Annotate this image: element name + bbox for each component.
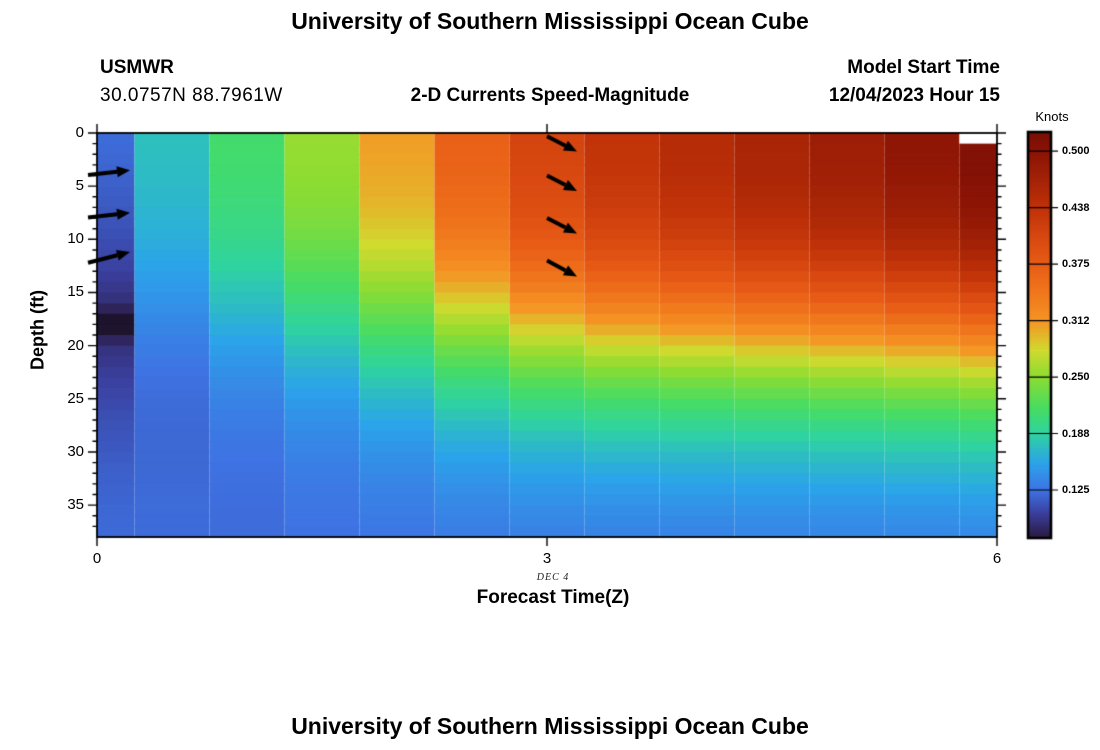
x-axis-date-label: DEC 4: [536, 572, 570, 583]
y-tick-label: 5: [75, 177, 84, 195]
y-tick-label: 25: [67, 389, 84, 407]
x-axis-label: Forecast Time(Z): [476, 587, 630, 608]
y-axis-label: Depth (ft): [27, 290, 48, 370]
x-tick-label: 3: [542, 550, 552, 567]
colorbar-tick-label: 0.438: [1062, 201, 1090, 214]
currents-figure: University of Southern Mississippi Ocean…: [0, 0, 1100, 660]
y-tick-label: 15: [67, 283, 84, 301]
y-tick-label: 35: [67, 496, 84, 514]
colorbar-tick-label: 0.125: [1062, 484, 1090, 496]
currents-heatmap-canvas: [0, 0, 1100, 660]
y-tick-label: 30: [67, 442, 84, 460]
y-tick-label: 10: [67, 230, 84, 248]
second-figure-title: University of Southern Mississippi Ocean…: [291, 713, 809, 739]
x-tick-label: 0: [92, 550, 102, 567]
colorbar-tick-label: 0.500: [1062, 145, 1090, 158]
colorbar-tick-label: 0.188: [1062, 427, 1090, 440]
y-tick-label: 0: [75, 124, 84, 141]
colorbar-title: Knots: [1035, 109, 1069, 124]
y-tick-label: 20: [67, 336, 84, 354]
colorbar-tick-label: 0.250: [1062, 371, 1090, 384]
colorbar-tick-label: 0.375: [1062, 258, 1090, 271]
x-tick-label: 6: [992, 550, 1002, 567]
colorbar-tick-label: 0.312: [1062, 314, 1090, 327]
